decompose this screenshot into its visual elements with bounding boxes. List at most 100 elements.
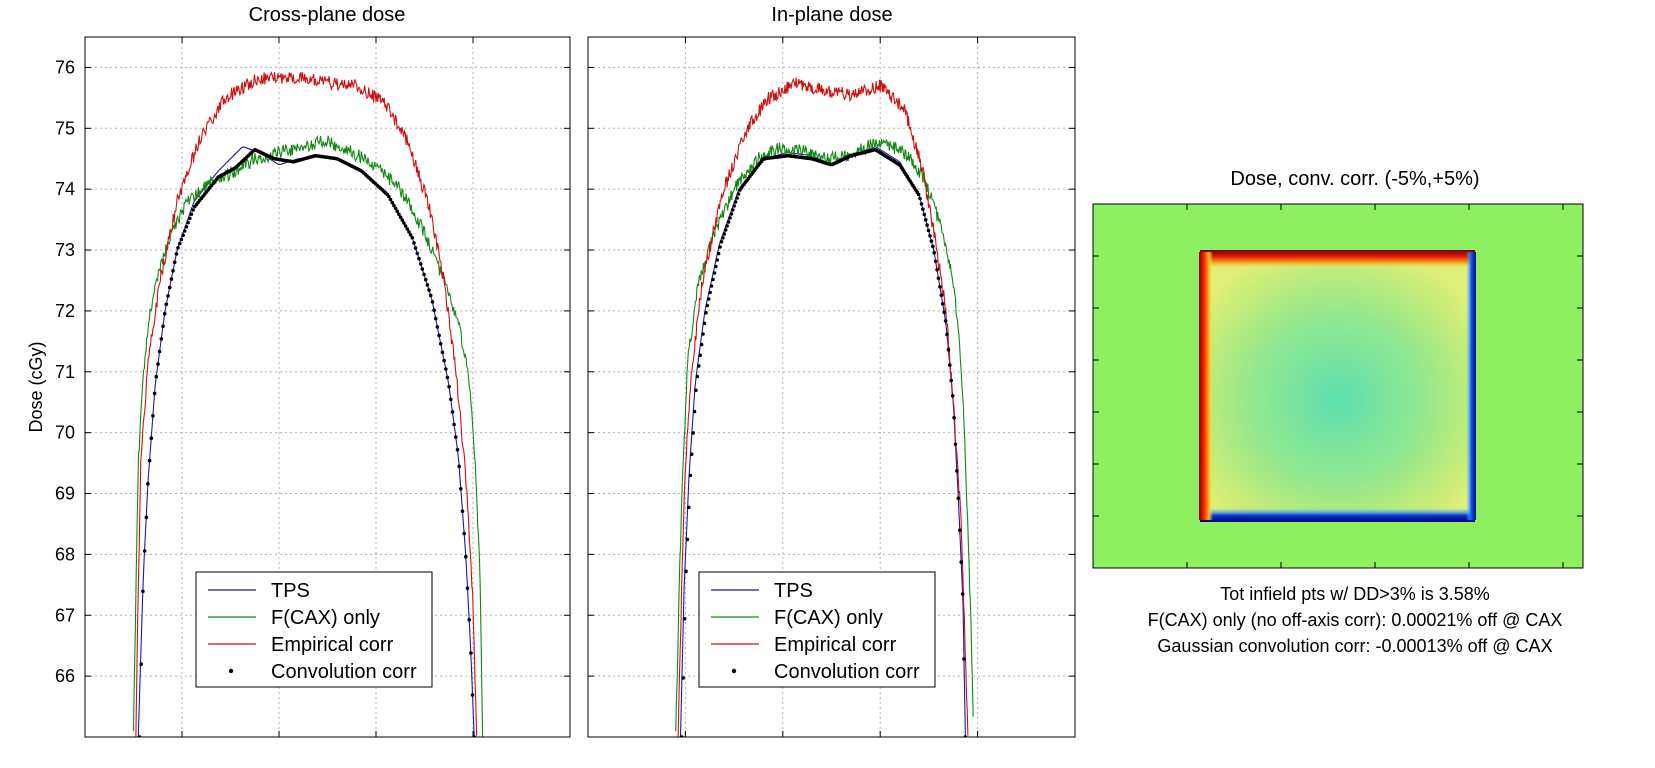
series-conv — [137, 147, 476, 737]
convolution-point — [691, 431, 695, 435]
convolution-point — [397, 212, 401, 216]
convolution-point — [694, 388, 698, 393]
convolution-point — [959, 560, 963, 564]
dose-map-field-left-edge — [1199, 252, 1213, 520]
convolution-point — [420, 267, 425, 271]
convolution-point — [936, 276, 941, 281]
convolution-point — [407, 230, 411, 234]
convolution-point — [189, 212, 194, 216]
convolution-point — [721, 236, 725, 240]
convolution-point — [402, 221, 406, 225]
legend-entry: Empirical corr — [271, 634, 394, 656]
annotation-infield: Tot infield pts w/ DD>3% is 3.58% — [1220, 584, 1490, 604]
convolution-point — [172, 260, 177, 265]
legend-entry: Convolution corr — [774, 661, 920, 683]
convolution-point — [928, 234, 932, 238]
cross-plane-y-ticks: 66 67 68 69 70 71 72 73 74 75 76 — [55, 57, 75, 686]
convolution-point — [464, 554, 468, 559]
convolution-point — [922, 212, 927, 217]
convolution-point — [932, 250, 936, 255]
convolution-point — [418, 262, 423, 266]
convolution-point — [410, 235, 415, 240]
in-plane-legend: TPS F(CAX) only Empirical corr Convolution … — [698, 571, 936, 688]
series-fcax — [132, 134, 484, 737]
convolution-point — [422, 272, 426, 277]
convolution-point — [733, 200, 738, 204]
convolution-point — [949, 378, 953, 383]
y-tick-label: 69 — [55, 484, 75, 504]
dose-map-field — [1200, 251, 1475, 521]
convolution-point — [425, 283, 430, 287]
convolution-point — [926, 228, 931, 233]
convolution-point — [392, 203, 396, 208]
legend-entry: Empirical corr — [774, 634, 897, 656]
convolution-point — [444, 367, 448, 371]
convolution-point — [462, 531, 467, 536]
convolution-point — [704, 310, 708, 315]
convolution-point — [950, 394, 955, 398]
convolution-point — [698, 353, 702, 358]
convolution-point — [151, 414, 155, 418]
y-tick-label: 71 — [55, 362, 75, 382]
convolution-point — [469, 651, 473, 655]
dose-map-panel: Dose, conv. corr. (-5%,+5%) Tot infield … — [1092, 168, 1584, 656]
convolution-point — [938, 285, 942, 289]
legend-entry: F(CAX) only — [271, 607, 380, 629]
convolution-point — [387, 194, 391, 199]
convolution-point — [423, 277, 428, 282]
convolution-point — [149, 436, 154, 441]
convolution-point — [946, 347, 951, 352]
convolution-point — [955, 469, 959, 473]
convolution-point — [403, 224, 408, 228]
y-tick-label: 67 — [55, 605, 75, 625]
convolution-point — [697, 364, 701, 368]
convolution-point — [435, 325, 440, 329]
convolution-point — [459, 487, 463, 491]
cross-plane-title: Cross-plane dose — [249, 4, 406, 26]
convolution-point — [682, 617, 687, 621]
convolution-point — [708, 290, 712, 295]
convolution-point — [726, 220, 731, 224]
annotation-gaussian: Gaussian convolution corr: -0.00013% off… — [1157, 636, 1552, 656]
convolution-point — [171, 268, 175, 273]
convolution-point — [388, 197, 393, 202]
convolution-point — [958, 528, 962, 532]
series-emp — [677, 77, 969, 737]
convolution-point — [688, 473, 693, 478]
convolution-point — [176, 246, 180, 250]
convolution-point — [929, 239, 934, 243]
convolution-point — [440, 350, 445, 355]
convolution-point — [722, 232, 727, 236]
in-plane-title: In-plane dose — [771, 4, 892, 26]
convolution-point — [952, 415, 956, 420]
dose-map-title: Dose, conv. corr. (-5%,+5%) — [1230, 168, 1479, 190]
convolution-point — [162, 311, 167, 316]
convolution-point — [933, 259, 938, 264]
cross-plane-legend: TPS F(CAX) only Empirical corr Convolution … — [195, 571, 433, 688]
convolution-point — [442, 358, 446, 363]
convolution-point — [916, 192, 921, 197]
convolution-point — [699, 342, 704, 347]
convolution-point — [716, 251, 721, 256]
convolution-point — [454, 435, 458, 439]
convolution-point — [684, 569, 688, 574]
convolution-point — [188, 216, 192, 221]
convolution-point — [731, 208, 735, 212]
convolution-point — [166, 294, 170, 298]
convolution-point — [159, 337, 164, 341]
convolution-point — [729, 212, 734, 216]
cross-plane-series — [132, 71, 484, 737]
convolution-point — [174, 252, 179, 256]
convolution-point — [945, 332, 949, 337]
annotation-fcax: F(CAX) only (no off-axis corr): 0.00021%… — [1148, 610, 1563, 630]
legend-marker — [731, 668, 737, 674]
legend-entry: Convolution corr — [271, 661, 417, 683]
convolution-point — [408, 233, 413, 237]
convolution-point — [712, 271, 717, 275]
convolution-point — [925, 223, 929, 227]
convolution-point — [139, 662, 143, 666]
convolution-point — [736, 192, 741, 196]
convolution-point — [428, 293, 433, 298]
convolution-point — [144, 515, 149, 520]
dose-map-field-bottom-edge — [1200, 508, 1475, 522]
